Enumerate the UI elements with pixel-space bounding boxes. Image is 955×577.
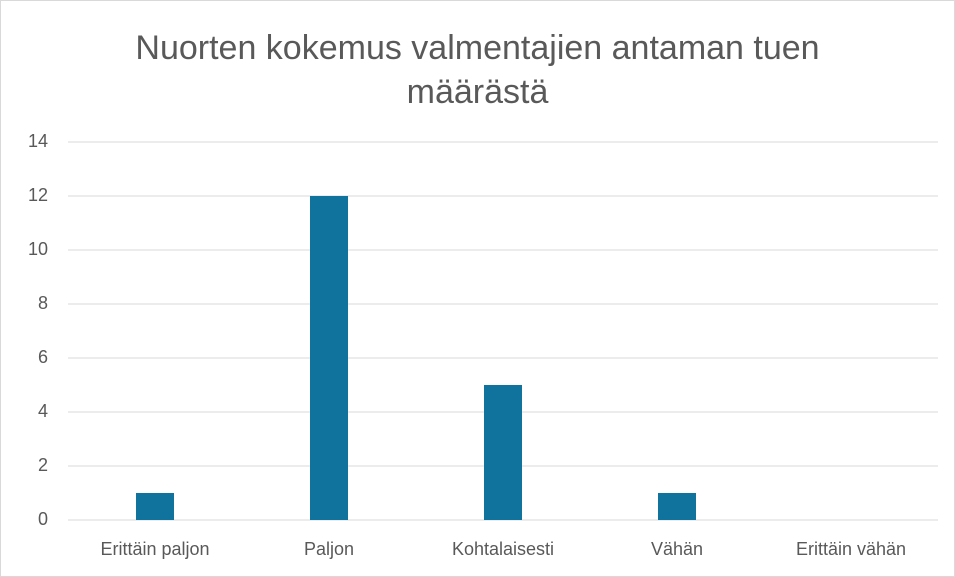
y-tick-label: 8 <box>38 293 48 313</box>
y-tick-label: 10 <box>28 239 48 259</box>
bar <box>136 493 174 520</box>
bar <box>658 493 696 520</box>
y-tick-label: 6 <box>38 347 48 367</box>
y-tick-label: 2 <box>38 455 48 475</box>
y-tick-label: 4 <box>38 401 48 421</box>
chart-title: Nuorten kokemus valmentajien antaman tue… <box>135 29 820 111</box>
bar <box>484 385 522 520</box>
bar <box>310 196 348 520</box>
x-tick-label: Erittäin vähän <box>796 539 906 559</box>
y-tick-label: 14 <box>28 131 48 151</box>
y-tick-label: 0 <box>38 509 48 529</box>
x-tick-label: Paljon <box>304 539 354 559</box>
x-tick-label: Erittäin paljon <box>100 539 209 559</box>
x-tick-label: Kohtalaisesti <box>452 539 554 559</box>
y-tick-label: 12 <box>28 185 48 205</box>
x-tick-label: Vähän <box>651 539 703 559</box>
